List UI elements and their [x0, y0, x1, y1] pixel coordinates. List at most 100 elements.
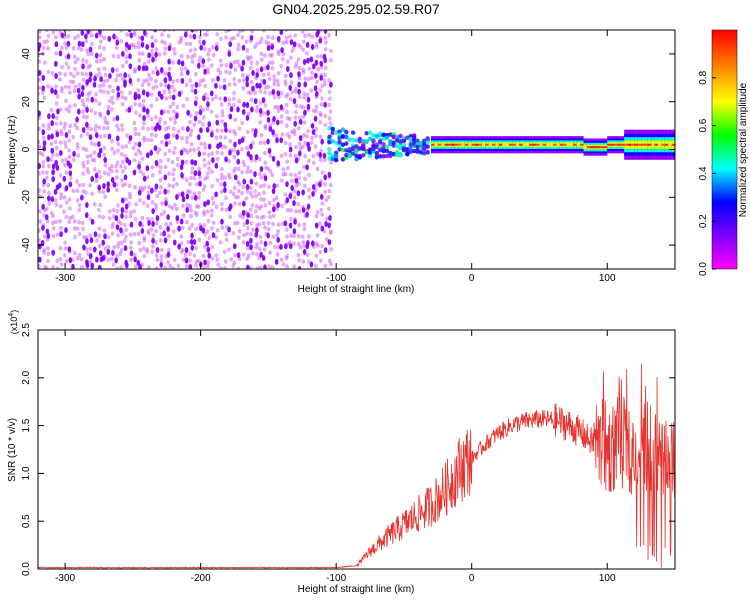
heatmap-peak	[563, 143, 567, 146]
heatmap-cell	[107, 216, 112, 221]
heatmap-cell	[159, 261, 163, 268]
heatmap-cell	[270, 265, 275, 269]
heatmap-cell	[202, 244, 207, 249]
heatmap-cell	[205, 96, 210, 101]
heatmap-cell	[145, 91, 150, 98]
heatmap-cell	[171, 184, 175, 189]
heatmap-cell	[350, 151, 356, 156]
heatmap-cell	[179, 149, 184, 156]
heatmap-cell	[263, 85, 268, 90]
heatmap-cell	[137, 141, 142, 148]
heatmap-cell	[59, 225, 63, 231]
heatmap-cell	[54, 84, 58, 89]
heatmap-cell	[41, 170, 45, 175]
heatmap-cell	[297, 88, 301, 95]
heatmap-cell	[115, 175, 119, 180]
heatmap-cell	[202, 95, 206, 102]
heatmap-cell	[179, 38, 184, 44]
heatmap-cell	[262, 111, 266, 116]
heatmap-cell	[227, 70, 232, 76]
heatmap-cell	[115, 266, 119, 269]
heatmap-peak	[532, 143, 537, 146]
heatmap-cell	[266, 116, 271, 123]
heatmap-cell	[202, 265, 206, 269]
heatmap-cell	[236, 46, 240, 52]
heatmap-cell	[314, 44, 319, 50]
heatmap-cell	[240, 65, 244, 72]
heatmap-cell	[149, 76, 153, 82]
heatmap-cell	[136, 77, 141, 83]
heatmap-cell	[112, 181, 117, 188]
heatmap-peak	[614, 143, 618, 146]
snr-y-multiplier: (x104)	[8, 310, 19, 334]
heatmap-cell	[71, 263, 75, 269]
heatmap-cell	[314, 214, 319, 219]
heatmap-cell	[41, 85, 45, 92]
heatmap-cell	[285, 234, 289, 239]
heatmap-cell	[223, 259, 228, 264]
heatmap-cell	[209, 90, 214, 97]
heatmap-cell	[415, 138, 420, 143]
heatmap-cell	[319, 148, 323, 153]
heatmap-cell	[150, 132, 154, 137]
heatmap-cell	[236, 42, 241, 48]
heatmap-cell	[272, 81, 277, 87]
heatmap-cell	[176, 263, 181, 268]
heatmap-cell	[163, 237, 168, 244]
heatmap-cell	[202, 223, 207, 228]
heatmap-cell	[293, 64, 298, 69]
heatmap-cell	[323, 30, 328, 34]
heatmap-cell	[539, 142, 543, 148]
heatmap-cell	[173, 51, 177, 56]
heatmap-cell	[328, 231, 333, 236]
heatmap-cell	[207, 143, 212, 150]
heatmap-cell	[288, 34, 292, 39]
heatmap-cell	[175, 219, 180, 225]
heatmap-cell	[245, 101, 250, 108]
heatmap-cell	[201, 187, 206, 192]
heatmap-cell	[214, 135, 219, 141]
heatmap-cell	[245, 55, 250, 60]
heatmap-cell	[106, 171, 111, 177]
heatmap-cell	[263, 126, 268, 131]
heatmap-cell	[288, 222, 293, 229]
heatmap-cell	[306, 239, 310, 246]
heatmap-cell	[84, 235, 89, 240]
heatmap-cell	[249, 221, 254, 226]
heatmap-cell	[266, 44, 271, 51]
heatmap-cell	[41, 123, 46, 128]
heatmap-cell	[101, 83, 106, 88]
heatmap-cell	[318, 258, 323, 263]
heatmap-cell	[190, 30, 195, 33]
heatmap-cell	[298, 245, 303, 250]
heatmap-cell	[140, 223, 145, 228]
heatmap-cell	[73, 84, 78, 90]
heatmap-cell	[64, 185, 69, 192]
heatmap-cell	[167, 71, 171, 78]
heatmap-cell	[297, 265, 302, 269]
heatmap-cell	[245, 183, 250, 190]
heatmap-cell	[119, 164, 123, 169]
heatmap-cell	[241, 240, 246, 245]
heatmap-cell	[38, 219, 43, 224]
heatmap-cell	[300, 234, 305, 239]
heatmap-cell	[298, 150, 302, 157]
heatmap-cell	[184, 82, 189, 88]
heatmap-cell	[371, 146, 376, 152]
heatmap-cell	[138, 185, 143, 191]
heatmap-cell	[319, 65, 324, 70]
heatmap-cell	[272, 183, 277, 190]
heatmap-cell	[190, 170, 194, 175]
heatmap-cell	[350, 145, 356, 151]
heatmap-cell	[146, 216, 150, 222]
heatmap-cell	[75, 71, 80, 76]
heatmap-cell	[253, 171, 257, 178]
heatmap-cell	[53, 198, 58, 203]
heatmap-cell	[232, 59, 237, 65]
heatmap-cell	[64, 144, 68, 149]
heatmap-cell	[184, 247, 189, 254]
heatmap-cell	[120, 101, 125, 107]
heatmap-cell	[194, 212, 199, 218]
heatmap-cell	[155, 266, 159, 269]
heatmap-peak	[475, 143, 479, 146]
